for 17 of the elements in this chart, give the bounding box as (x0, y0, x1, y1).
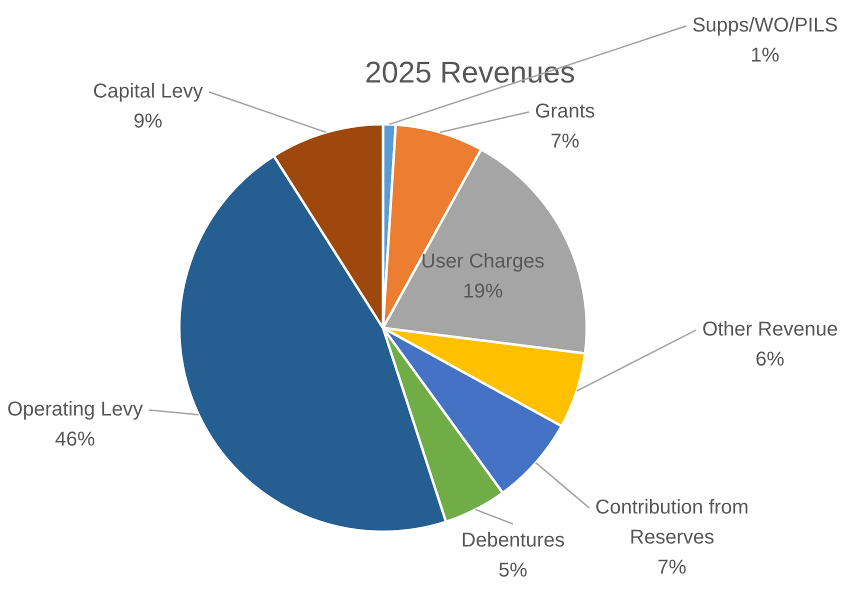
slice-label: User Charges (421, 250, 545, 273)
data-label: 9% (134, 110, 163, 133)
slice-label: Contribution from Reserves (595, 496, 749, 549)
slice-label: Capital Levy (92, 80, 204, 103)
data-label: 7% (550, 130, 580, 153)
data-label: 1% (750, 44, 780, 67)
slice-label: Operating Levy (7, 398, 143, 421)
text: 2025 Revenues (364, 56, 576, 90)
data-label: 19% (462, 280, 504, 303)
slice-label: Grants (534, 100, 596, 123)
data-label: 5% (498, 560, 528, 582)
slice-label: Supps/WO/PILS (692, 14, 838, 37)
slice-label: Debentures (461, 530, 565, 552)
slice-label: Other Revenue (702, 318, 838, 341)
data-label: 6% (756, 348, 785, 371)
data-label: 46% (54, 428, 96, 451)
data-label: 7% (658, 556, 687, 579)
